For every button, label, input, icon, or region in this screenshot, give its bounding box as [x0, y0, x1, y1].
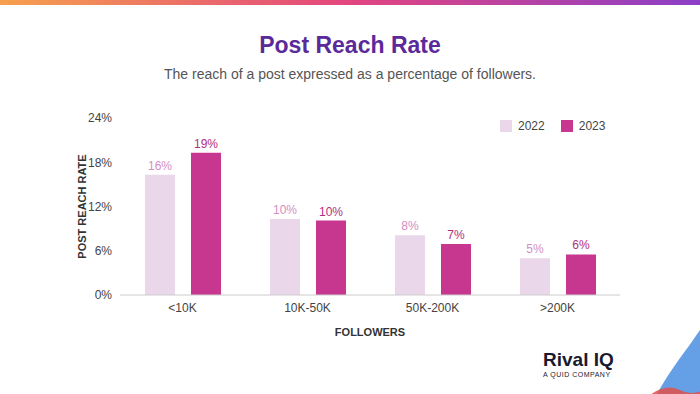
svg-text:5%: 5% — [526, 242, 544, 256]
svg-text:10%: 10% — [319, 205, 343, 219]
svg-text:6%: 6% — [95, 244, 113, 258]
html-text:Post Reach Rate: Post Reach Rate — [259, 32, 441, 58]
html-text:A QUID COMPANY: A QUID COMPANY — [543, 371, 611, 378]
svg-text:<10K: <10K — [168, 301, 196, 315]
svg-text:10%: 10% — [273, 203, 297, 217]
html-text:Rival IQ: Rival IQ — [543, 349, 614, 370]
svg-text:8%: 8% — [401, 219, 419, 233]
svg-text:50K-200K: 50K-200K — [406, 301, 459, 315]
html-text:The reach of a post expressed: The reach of a post expressed as a perce… — [164, 66, 536, 82]
svg-text:16%: 16% — [148, 159, 172, 173]
svg-text:POST REACH RATE: POST REACH RATE — [76, 154, 88, 258]
svg-text:10K-50K: 10K-50K — [284, 301, 331, 315]
svg-text:12%: 12% — [88, 200, 112, 214]
svg-text:18%: 18% — [88, 156, 112, 170]
svg-text:>200K: >200K — [540, 301, 575, 315]
svg-text:24%: 24% — [88, 111, 112, 125]
html-text:2023: 2023 — [578, 119, 606, 133]
svg-text:19%: 19% — [194, 137, 218, 151]
svg-text:6%: 6% — [572, 238, 590, 252]
svg-text:7%: 7% — [447, 228, 465, 242]
svg-text:0%: 0% — [95, 288, 113, 302]
svg-text:FOLLOWERS: FOLLOWERS — [335, 326, 405, 338]
html-text:2022: 2022 — [518, 119, 545, 133]
